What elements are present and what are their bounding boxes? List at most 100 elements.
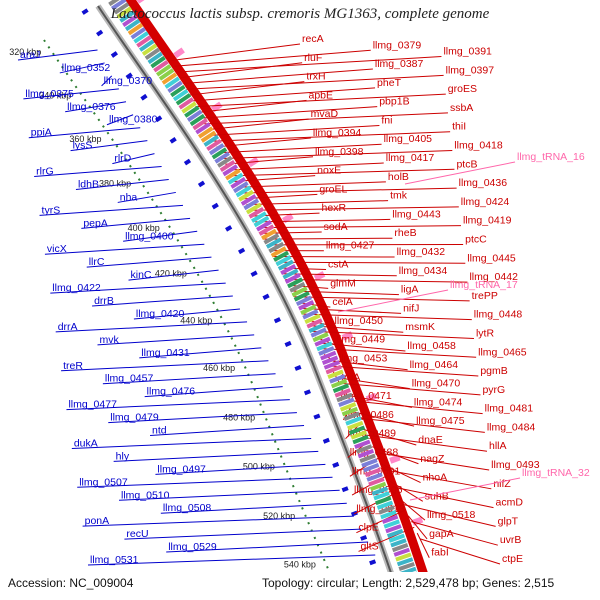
gene-label[interactable]: llmg_0443	[392, 208, 441, 220]
gene-label[interactable]: llmg_0427	[326, 240, 375, 252]
gene-label[interactable]: llmg_0394	[313, 127, 362, 139]
gene-label[interactable]: fabI	[431, 547, 449, 559]
gene-label[interactable]: llmg_0405	[384, 133, 433, 145]
gene-label[interactable]: llmg_0470	[412, 378, 461, 390]
gene-label[interactable]: sodA	[324, 221, 348, 233]
gene-label[interactable]: llmg_0479	[110, 412, 159, 424]
gene-label[interactable]: llmg_0450	[335, 315, 384, 327]
gene-label[interactable]: drrA	[58, 321, 78, 333]
gene-label[interactable]: rluF	[304, 52, 322, 64]
gene-label[interactable]: llmg_0391	[443, 46, 492, 58]
gene-label[interactable]: nifZ	[493, 478, 511, 490]
gene-label[interactable]: llmg_0476	[147, 386, 196, 398]
gene-label[interactable]: llmg_0481	[485, 403, 534, 415]
gene-label[interactable]: lytR	[476, 327, 495, 339]
gene-label[interactable]: holB	[388, 171, 409, 183]
gene-label[interactable]: llmg_0376	[67, 101, 116, 113]
gene-label[interactable]: llmg_0529	[168, 541, 217, 553]
gene-label[interactable]: ctpE	[502, 553, 523, 565]
gene-label[interactable]: dukA	[74, 437, 98, 449]
gene-label[interactable]: nifJ	[403, 302, 419, 314]
gene-label[interactable]: llmg_0507	[79, 476, 128, 488]
gene-label[interactable]: araJ	[20, 49, 40, 61]
gene-label[interactable]: recA	[302, 33, 324, 45]
gene-label[interactable]: llmg_0432	[397, 246, 446, 258]
gene-label[interactable]: celA	[332, 296, 352, 308]
gene-label[interactable]: llmg_0419	[463, 215, 512, 227]
gene-label[interactable]: tyrS	[42, 204, 61, 216]
gene-label[interactable]: llmg_0465	[478, 346, 527, 358]
gene-label[interactable]: llmg_0397	[446, 64, 495, 76]
gene-label[interactable]: llmg_0458	[407, 340, 456, 352]
gene-label[interactable]: llmg_0484	[487, 421, 536, 433]
gene-label[interactable]: llmg_0417	[386, 152, 435, 164]
gene-label[interactable]: llmg_0352	[62, 62, 111, 74]
gene-label[interactable]: llmg_0457	[105, 373, 154, 385]
gene-label[interactable]: ldhB	[78, 178, 99, 190]
gene-label[interactable]: llmg_0434	[399, 265, 448, 277]
gene-label[interactable]: rheB	[394, 227, 416, 239]
gene-label[interactable]: llmg_0380	[109, 114, 158, 126]
gene-label[interactable]: hly	[116, 450, 130, 462]
gene-label[interactable]: msmK	[405, 321, 435, 333]
gene-label[interactable]: mvk	[99, 334, 119, 346]
gene-label[interactable]: llmg_0449	[337, 334, 386, 346]
gene-label[interactable]: lysS	[73, 140, 93, 152]
gene-label[interactable]: llmg_0518	[427, 509, 476, 521]
gene-label[interactable]: pgmB	[480, 365, 507, 377]
gene-label[interactable]: mvaD	[311, 108, 339, 120]
gene-label[interactable]: llmg_0464	[410, 359, 459, 371]
gene-label[interactable]: llmg_0448	[474, 309, 523, 321]
trna-label[interactable]: llmg_tRNA_16	[517, 151, 585, 163]
gene-label[interactable]: acmD	[495, 497, 523, 509]
gene-label[interactable]: ssbA	[450, 102, 473, 114]
gene-label[interactable]: hllA	[489, 440, 507, 452]
gene-label[interactable]: glpT	[498, 515, 519, 527]
gene-label[interactable]: ntd	[152, 425, 167, 437]
gene-label[interactable]: groES	[448, 83, 477, 95]
gene-label[interactable]: rlrD	[114, 153, 131, 165]
gene-label[interactable]: llmg_0497	[157, 463, 206, 475]
gene-label[interactable]: recU	[126, 528, 148, 540]
gene-label[interactable]: cstA	[328, 259, 348, 271]
gene-label[interactable]: ptcB	[456, 158, 477, 170]
gene-label[interactable]: llmg_0474	[414, 396, 463, 408]
gene-label[interactable]: rlrG	[36, 166, 54, 178]
gene-label[interactable]: llmg_0508	[163, 502, 212, 514]
gene-label[interactable]: llmg_0370	[104, 75, 153, 87]
gene-label[interactable]: llmg_0422	[52, 282, 101, 294]
gene-label[interactable]: ptcC	[465, 233, 487, 245]
gene-label[interactable]: kinC	[131, 269, 152, 281]
trna-label[interactable]: llmg_tRNA_32	[522, 467, 590, 479]
gene-label[interactable]: apbE	[309, 89, 334, 101]
gene-label[interactable]: pheT	[377, 77, 402, 89]
gene-label[interactable]: vicX	[47, 243, 67, 255]
gene-label[interactable]: noxE	[317, 165, 341, 177]
gene-label[interactable]: llmg_0531	[90, 554, 139, 566]
gene-label[interactable]: llmg_0477	[68, 399, 117, 411]
gene-label[interactable]: llmg_0436	[459, 177, 508, 189]
gene-label[interactable]: hexR	[322, 202, 347, 214]
gene-label[interactable]: ligA	[401, 284, 419, 296]
gene-label[interactable]: llmg_0445	[467, 252, 516, 264]
gene-label[interactable]: llmg_0510	[121, 489, 170, 501]
gene-label[interactable]: fni	[381, 114, 392, 126]
gene-label[interactable]: treR	[63, 360, 83, 372]
gene-label[interactable]: nha	[120, 191, 138, 203]
gene-label[interactable]: pbp1B	[379, 96, 409, 108]
gene-label[interactable]: uvrB	[500, 534, 522, 546]
gene-label[interactable]: llmg_0431	[141, 347, 190, 359]
gene-label[interactable]: ponA	[85, 515, 110, 527]
gene-label[interactable]: llmg_0375	[25, 88, 74, 100]
gene-label[interactable]: llmg_0379	[373, 39, 422, 51]
gene-label[interactable]: llrC	[89, 256, 105, 268]
trna-label[interactable]: llmg_tRNA_17	[450, 279, 518, 291]
gene-label[interactable]: thiI	[452, 121, 466, 133]
gene-label[interactable]: llmg_0418	[454, 140, 503, 152]
gene-label[interactable]: drrB	[94, 295, 114, 307]
gene-label[interactable]: glmM	[330, 277, 356, 289]
gene-label[interactable]: llmg_0398	[315, 146, 364, 158]
gene-label[interactable]: llmg_0400	[125, 230, 174, 242]
gene-label[interactable]: tmk	[390, 190, 408, 202]
gene-label[interactable]: trePP	[472, 290, 498, 302]
